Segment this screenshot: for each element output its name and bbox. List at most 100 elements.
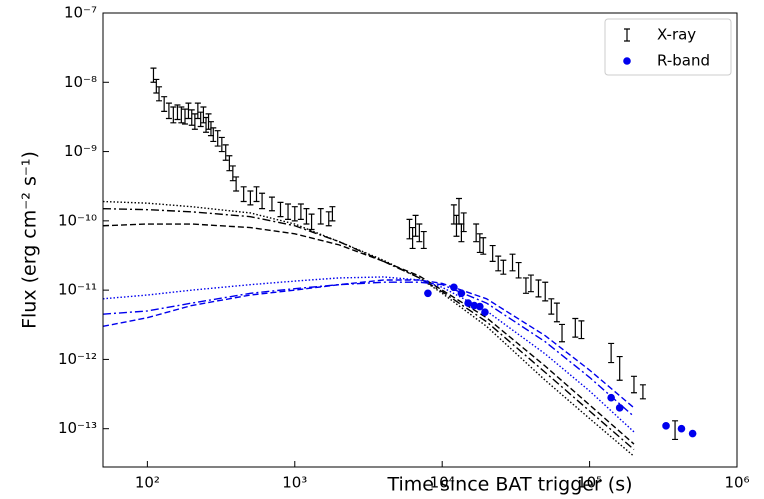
error-bar <box>406 218 413 240</box>
error-bar <box>515 261 522 279</box>
error-bar <box>409 226 416 250</box>
model-line <box>102 281 635 418</box>
y-tick-label: 10⁻¹⁰ <box>58 211 97 229</box>
error-bar <box>297 203 304 220</box>
error-bar <box>522 277 529 294</box>
error-bar <box>156 86 163 102</box>
error-bar <box>553 302 560 323</box>
error-bar <box>308 213 315 231</box>
error-bar <box>259 192 266 210</box>
error-bar <box>200 106 207 124</box>
y-tick-label: 10⁻¹¹ <box>58 281 97 299</box>
error-bar <box>412 214 419 237</box>
error-bar <box>285 203 292 220</box>
error-bar <box>500 259 507 275</box>
data-point <box>424 289 432 298</box>
error-bar <box>473 223 480 243</box>
error-bar <box>185 102 192 120</box>
error-bar <box>460 212 467 233</box>
data-point <box>464 299 472 307</box>
error-bar <box>416 223 423 243</box>
data-point <box>450 283 458 292</box>
error-bar <box>420 230 427 250</box>
error-bar <box>253 186 260 203</box>
error-bar <box>174 104 181 121</box>
x-tick-label: 10⁴ <box>430 474 455 492</box>
error-bar <box>476 233 483 254</box>
legend-label: X-ray <box>657 26 696 44</box>
error-bar <box>188 109 195 126</box>
model-line <box>102 207 635 451</box>
x-tick-label: 10⁵ <box>577 474 602 492</box>
model-line <box>102 200 635 457</box>
y-tick-label: 10⁻⁸ <box>64 73 97 91</box>
error-bar <box>535 279 542 298</box>
x-axis-label: Time since BAT trigger (s) <box>386 474 632 496</box>
error-bar <box>325 211 332 227</box>
error-bar <box>317 208 324 225</box>
error-bar <box>450 204 457 225</box>
y-tick-label: 10⁻⁷ <box>64 4 97 22</box>
error-bar <box>182 108 189 125</box>
data-point <box>688 429 697 438</box>
model-line <box>102 279 635 409</box>
error-bar <box>277 201 284 218</box>
error-bar <box>233 176 240 192</box>
error-bar <box>191 113 198 130</box>
error-bar <box>197 111 204 128</box>
data-point <box>615 404 624 412</box>
error-bar <box>150 67 157 83</box>
model-line <box>102 276 635 433</box>
error-bar <box>572 317 579 338</box>
error-bar <box>178 106 185 124</box>
error-bar <box>303 208 310 225</box>
error-bar <box>229 165 236 182</box>
error-bar <box>226 155 233 172</box>
error-bar <box>214 130 221 147</box>
error-bar <box>247 190 254 206</box>
error-bar <box>495 255 502 272</box>
error-bar <box>616 355 623 381</box>
error-bar <box>170 106 177 124</box>
error-bar <box>489 244 496 262</box>
error-bar <box>268 196 275 212</box>
error-bar <box>509 253 516 272</box>
error-bar <box>542 281 549 302</box>
error-bar <box>639 384 646 400</box>
error-bar <box>222 144 229 161</box>
data-point <box>677 424 686 433</box>
error-bar <box>165 102 172 120</box>
data-point <box>457 289 466 298</box>
error-bar <box>672 420 679 441</box>
data-point <box>476 302 484 311</box>
error-bar <box>527 274 534 293</box>
legend-marker <box>624 28 630 42</box>
error-bar <box>608 342 615 364</box>
error-bar <box>240 186 247 203</box>
error-bar <box>480 237 487 255</box>
y-tick-label: 10⁻¹² <box>58 350 97 368</box>
data-point <box>662 422 670 430</box>
error-bar <box>161 96 168 112</box>
y-tick-label: 10⁻⁹ <box>64 142 97 160</box>
x-tick-label: 10³ <box>282 474 307 492</box>
error-bar <box>559 323 566 343</box>
error-bar <box>578 320 585 340</box>
legend-label: R-band <box>657 52 710 70</box>
error-bar <box>291 206 298 222</box>
legend-box <box>604 18 732 76</box>
error-bar <box>153 78 160 94</box>
error-bar <box>630 375 637 394</box>
error-bar <box>210 127 217 143</box>
error-bar <box>329 206 336 222</box>
x-tick-label: 10² <box>135 474 160 492</box>
error-bar <box>548 298 555 315</box>
data-point <box>607 393 615 402</box>
error-bar <box>194 102 201 120</box>
plot-frame <box>102 12 738 468</box>
x-tick-label: 10⁶ <box>724 474 749 492</box>
model-line <box>102 223 635 445</box>
data-point <box>481 308 489 317</box>
legend-marker <box>623 57 631 65</box>
